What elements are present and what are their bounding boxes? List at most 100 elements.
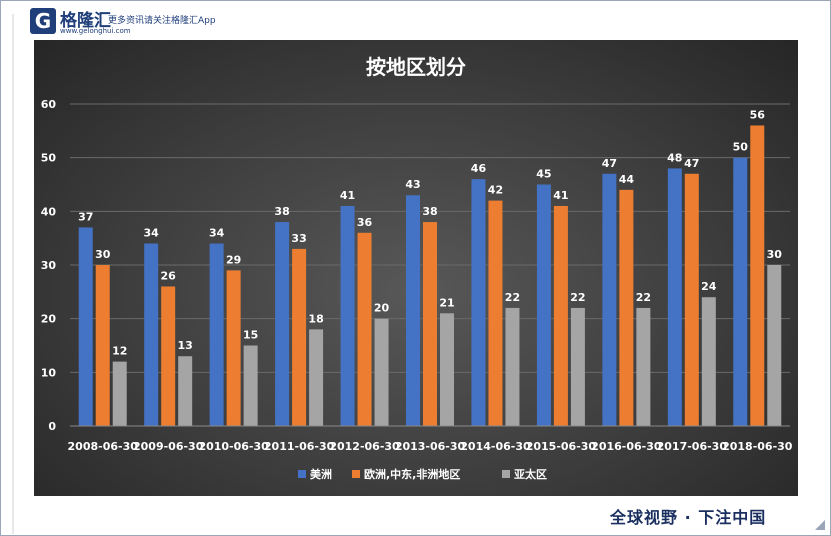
x-tick-label: 2012-06-30 (329, 440, 400, 453)
x-tick-label: 2016-06-30 (591, 440, 662, 453)
bar-americas (602, 173, 617, 426)
bar-americas (209, 243, 224, 426)
legend-swatch (298, 470, 306, 478)
data-label: 21 (439, 296, 454, 309)
bar-emea (488, 200, 503, 426)
data-label: 36 (357, 216, 373, 229)
data-label: 26 (161, 269, 177, 282)
logo-name: 格隆汇 (60, 11, 111, 31)
chart-title: 按地区划分 (366, 55, 466, 79)
x-tick-label: 2010-06-30 (198, 440, 269, 453)
data-label: 45 (536, 168, 551, 181)
corner-mark (815, 520, 825, 530)
bar-emea (684, 173, 699, 426)
bar-emea (292, 248, 307, 426)
data-label: 50 (733, 141, 749, 154)
bar-americas (78, 227, 93, 426)
x-tick-label: 2018-06-30 (722, 440, 793, 453)
data-label: 18 (308, 312, 323, 325)
bar-emea (95, 265, 110, 426)
data-label: 30 (767, 248, 783, 261)
bar-americas (471, 179, 486, 426)
bar-americas (340, 205, 355, 426)
bar-emea (750, 125, 765, 426)
legend-label: 美洲 (310, 467, 332, 481)
bar-americas (275, 222, 290, 426)
y-tick-label: 60 (41, 98, 57, 111)
data-label: 24 (701, 280, 717, 293)
data-label: 22 (636, 291, 651, 304)
data-label: 43 (405, 178, 420, 191)
x-tick-label: 2015-06-30 (526, 440, 597, 453)
data-label: 30 (95, 248, 111, 261)
bar-apac (112, 361, 127, 426)
data-label: 13 (178, 339, 193, 352)
data-label: 20 (374, 302, 390, 315)
y-tick-label: 50 (41, 152, 57, 165)
data-label: 41 (340, 189, 355, 202)
data-label: 48 (667, 151, 682, 164)
data-label: 29 (226, 253, 241, 266)
data-label-layer: 3730123426133429153833184136204338214642… (78, 108, 782, 357)
bar-apac (309, 329, 324, 426)
bar-apac (505, 307, 520, 426)
data-label: 38 (274, 205, 289, 218)
bar-apac (701, 297, 716, 426)
data-label: 33 (291, 232, 306, 245)
bar-americas (733, 157, 748, 426)
y-tick-label: 20 (41, 313, 57, 326)
data-label: 42 (488, 184, 503, 197)
data-label: 34 (209, 227, 225, 240)
bar-emea (619, 189, 634, 426)
legend-swatch (502, 470, 510, 478)
data-label: 12 (112, 345, 127, 358)
bar-apac (178, 356, 193, 426)
data-label: 56 (750, 108, 766, 121)
bar-apac (440, 313, 454, 426)
logo-domain: www.gelonghui.com (60, 27, 131, 35)
bar-apac (636, 307, 651, 426)
legend: 美洲 欧洲,中东,非洲地区 亚太区 (298, 467, 547, 481)
bar-emea (423, 222, 437, 426)
data-label: 38 (422, 205, 437, 218)
legend-label: 亚太区 (514, 467, 547, 481)
left-rule (12, 14, 14, 534)
bar-americas (406, 195, 420, 426)
bar-americas (144, 243, 159, 426)
x-tick-label: 2008-06-30 (68, 440, 139, 453)
data-label: 22 (570, 291, 585, 304)
legend-swatch (352, 470, 360, 478)
y-tick-label: 10 (41, 366, 57, 379)
data-label: 34 (144, 227, 160, 240)
logo-icon: G (30, 8, 56, 34)
chart-panel: 按地区划分 37 30 12 34 26 13 34 29 15 38 33 18 41 36 20 43 38… (34, 40, 798, 496)
bar-chart: 按地区划分 3730123426133429153833184136204338… (41, 55, 793, 481)
y-tick-label: 40 (41, 205, 57, 218)
data-label: 41 (553, 189, 568, 202)
x-tick-label: 2009-06-30 (133, 440, 204, 453)
bar-emea (161, 286, 176, 426)
bar-apac (243, 345, 258, 426)
bar-emea (357, 232, 372, 426)
data-label: 22 (505, 291, 520, 304)
bar-emea (226, 270, 241, 426)
data-label: 46 (471, 162, 487, 175)
bar-apac (570, 307, 585, 426)
bar-apac (767, 265, 782, 426)
x-tick-label: 2017-06-30 (657, 440, 728, 453)
x-tick-label: 2013-06-30 (395, 440, 466, 453)
bar-americas (536, 184, 551, 426)
header-bar: G 格隆汇 www.gelonghui.com 更多资讯请关注格隆汇App (0, 0, 831, 40)
x-tick-label: 2014-06-30 (460, 440, 531, 453)
axis-layer: 0 10 20 30 40 50 60 2008-06-302009-06-302010-06… (41, 98, 793, 453)
y-tick-label: 0 (48, 420, 56, 433)
header-slogan: 更多资讯请关注格隆汇App (108, 16, 216, 26)
bar-americas (667, 168, 682, 426)
bar-layer (78, 125, 782, 426)
y-tick-label: 30 (41, 259, 57, 272)
bar-apac (374, 318, 389, 426)
data-label: 47 (602, 157, 617, 170)
data-label: 44 (619, 173, 635, 186)
legend-label: 欧洲,中东,非洲地区 (364, 467, 460, 481)
footer-slogan: 全球视野 · 下注中国 (610, 508, 767, 527)
